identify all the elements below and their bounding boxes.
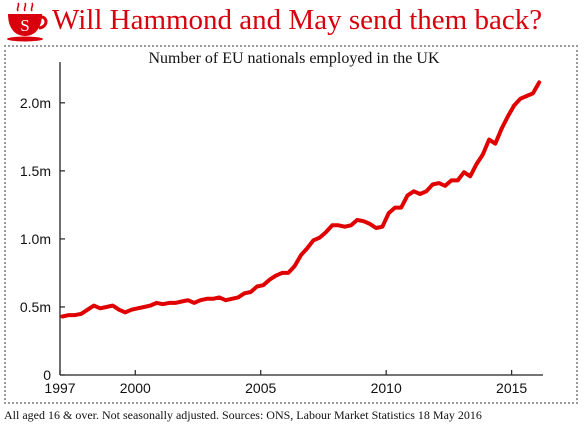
x-tick-label: 2005 [245,380,276,396]
data-point [111,304,114,307]
data-point [312,239,315,242]
data-point [419,193,421,195]
data-point [218,296,221,299]
data-point [124,311,126,314]
data-point [494,142,497,145]
logo-letter: S [20,16,29,35]
data-point [293,265,296,267]
data-point [356,219,359,221]
data-point [262,284,265,287]
y-tick-label: 1.0m [20,231,51,247]
x-tick-label: 2010 [371,380,402,396]
data-point [168,302,170,304]
data-point [180,300,183,303]
data-point [381,225,384,228]
data-point [431,183,434,186]
data-point [300,254,302,256]
data-point [275,274,277,277]
y-tick-label: 2.0m [20,95,51,111]
data-point [400,206,403,209]
data-point [187,299,189,302]
data-point [456,179,459,182]
data-point [375,227,377,229]
data-point [500,127,503,130]
data-point [337,224,340,227]
header: S Will Hammond and May send them back? [0,0,588,44]
data-point [450,179,453,182]
footnote: All aged 16 & over. Not seasonally adjus… [4,408,482,422]
data-point [438,182,440,184]
data-point [519,97,522,100]
data-point [525,95,528,97]
data-point [287,272,290,274]
data-point [362,220,365,222]
data-point [469,175,472,178]
data-point [413,190,415,193]
y-tick-label: 1.5m [20,163,51,179]
data-point [61,315,64,318]
data-point [224,299,227,302]
chart-title: Number of EU nationals employed in the U… [148,50,440,67]
data-point [212,298,214,300]
data-point [174,302,177,304]
data-point [231,298,233,300]
x-tick-label: 2000 [120,380,151,396]
data-point [463,171,465,173]
data-point [331,224,334,227]
data-point [143,306,145,308]
data-point [256,285,258,288]
data-point [199,299,202,302]
data-point [538,81,540,84]
data-point [137,307,139,310]
data-point [80,313,83,315]
data-point [237,296,239,299]
data-point [249,291,252,293]
data-point [344,225,346,228]
data-point [105,306,108,308]
teacup-icon: S [7,2,48,42]
data-point [369,223,371,225]
data-point [118,308,120,311]
data-point [394,206,396,209]
data-point [130,308,133,311]
data-point [513,104,515,107]
data-point [193,302,195,304]
data-point [406,194,409,197]
data-point [532,92,534,95]
x-tick-label: 2015 [496,380,527,396]
data-point [162,303,164,306]
data-point [68,314,70,316]
data-point [149,304,152,307]
data-point [86,308,89,311]
data-point [425,190,428,193]
data-point [74,314,76,316]
data-point [475,163,478,165]
data-point [444,185,446,187]
chart-frame [4,45,578,404]
data-point [318,236,321,239]
data-point [155,302,158,304]
data-point [93,304,95,307]
data-point [99,307,101,310]
y-tick-label: 0 [43,367,51,383]
data-point [281,272,283,274]
page-title: Will Hammond and May send them back? [52,4,543,36]
data-point [206,298,208,300]
data-point [387,212,390,214]
data-point [268,278,271,281]
data-point [488,138,490,141]
data-point [306,247,308,250]
x-tick-label: 1997 [44,380,75,396]
y-tick-label: 0.5m [20,299,51,315]
data-point [243,292,246,295]
data-point [325,231,327,233]
data-point [350,224,352,227]
series-line [60,80,542,319]
data-point [482,153,484,156]
data-point [507,115,509,118]
